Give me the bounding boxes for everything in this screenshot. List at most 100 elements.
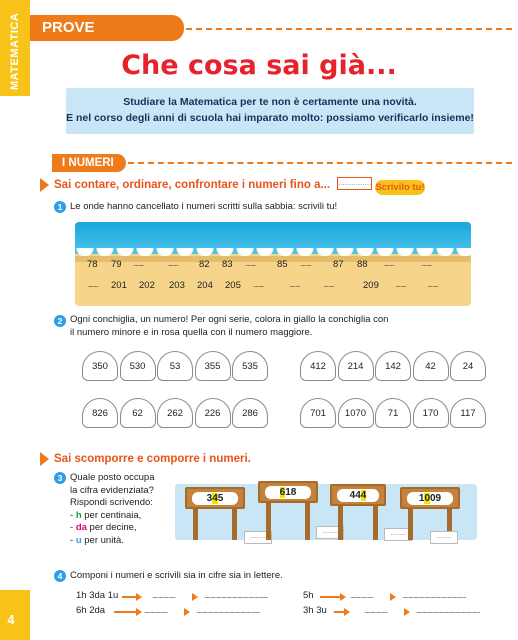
number-blank[interactable]: ......... — [427, 280, 439, 289]
number-blank[interactable]: ......... — [323, 280, 335, 289]
q3-line-1: Quale posto occupa — [70, 472, 155, 483]
q3-line-3: Rispondi scrivendo: — [70, 497, 153, 508]
sequence-number: 209 — [363, 280, 379, 291]
header-dashed-line — [186, 28, 512, 30]
sequence-number: 204 — [197, 280, 213, 291]
digit-highlighted: 0 — [424, 493, 430, 504]
number-blank[interactable]: ......... — [253, 280, 265, 289]
digits-blank[interactable]: ................... — [350, 591, 374, 600]
number-sign: 444 — [330, 484, 386, 506]
number-blank[interactable]: ......... — [289, 280, 301, 289]
shell[interactable]: 214 — [337, 351, 374, 381]
shell[interactable]: 350 — [82, 351, 118, 381]
legend-tens: - da per decine, — [70, 522, 137, 533]
legend-hundreds: - h per centinaia, — [70, 509, 142, 521]
counting-heading: Sai contare, ordinare, confrontare i num… — [54, 179, 331, 191]
shell[interactable]: 262 — [157, 398, 193, 428]
arrow-right-icon — [136, 608, 142, 616]
legend-text-da: per decine, — [86, 522, 137, 533]
compose-expression: 5h — [303, 590, 314, 601]
digit-plain: 09 — [430, 493, 442, 504]
digits-blank[interactable]: ................... — [364, 606, 388, 615]
sequence-number: 201 — [111, 280, 127, 291]
number-blank[interactable]: ......... — [87, 280, 99, 289]
arrow-line — [320, 596, 340, 598]
question-number-1: 1 — [54, 201, 66, 213]
sign-post — [373, 504, 378, 540]
number-blank[interactable]: ......... — [395, 280, 407, 289]
number-sign: 1009 — [400, 487, 460, 509]
shell[interactable]: 53 — [157, 351, 193, 381]
number-blank[interactable]: ......... — [167, 259, 179, 268]
sequence-number: 78 — [87, 259, 98, 270]
digits-blank[interactable]: ................... — [152, 591, 176, 600]
legend-letter-da: da — [75, 522, 87, 533]
shell[interactable]: 701 — [300, 398, 336, 428]
words-blank[interactable]: ........................................… — [196, 606, 261, 615]
place-answer-box[interactable]: ........ — [316, 526, 344, 539]
numbers-tab-label: I NUMERI — [62, 157, 114, 169]
shell[interactable]: 71 — [375, 398, 411, 428]
write-it-badge: Scrivilo tu! — [375, 180, 425, 195]
arrow-right-icon — [192, 593, 198, 601]
words-blank[interactable]: ........................................… — [416, 606, 481, 615]
number-blank[interactable]: ......... — [383, 259, 395, 268]
shell[interactable]: 117 — [450, 398, 486, 428]
sign-number: 1009 — [407, 492, 453, 505]
side-band-top — [0, 0, 30, 96]
place-answer-box[interactable]: ........ — [244, 531, 272, 544]
place-answer-box[interactable]: ........ — [384, 528, 412, 541]
sign-post — [266, 501, 271, 540]
shell[interactable]: 142 — [375, 351, 411, 381]
shell[interactable]: 226 — [194, 398, 231, 428]
numbers-tab: I NUMERI — [52, 154, 126, 172]
number-blank[interactable]: ......... — [133, 259, 145, 268]
arrow-right-icon — [390, 593, 396, 601]
digits-blank[interactable]: ................... — [144, 606, 168, 615]
arrow-line — [334, 611, 344, 613]
number-blank[interactable]: ......... — [300, 259, 312, 268]
digit-highlighted: 6 — [279, 487, 286, 498]
sign-post — [193, 507, 198, 540]
sequence-number: 205 — [225, 280, 241, 291]
sequence-number: 202 — [139, 280, 155, 291]
chevron-right-icon — [40, 178, 49, 192]
digit-plain: 5 — [217, 493, 224, 504]
shell[interactable]: 42 — [412, 351, 449, 381]
page-title: Che cosa sai già... — [121, 50, 397, 81]
question-number-2: 2 — [54, 315, 66, 327]
compose-expression: 3h 3u — [303, 605, 327, 616]
sequence-number: 83 — [222, 259, 233, 270]
sign-post — [408, 507, 413, 540]
sign-number: 444 — [337, 489, 379, 502]
arrow-right-icon — [340, 593, 346, 601]
words-blank[interactable]: ........................................… — [204, 591, 269, 600]
words-blank[interactable]: ........................................… — [402, 591, 467, 600]
arrow-right-icon — [136, 593, 142, 601]
shell[interactable]: 24 — [450, 351, 486, 381]
shell[interactable]: 62 — [119, 398, 156, 428]
limit-answer-box[interactable]: ............... — [337, 177, 372, 190]
shell[interactable]: 170 — [412, 398, 449, 428]
page-number: 4 — [7, 612, 15, 627]
number-sign: 345 — [185, 487, 245, 509]
place-answer-box[interactable]: ........ — [430, 531, 458, 544]
intro-line-1: Studiare la Matematica per te non è cert… — [123, 96, 417, 108]
shell[interactable]: 826 — [82, 398, 118, 428]
shell[interactable]: 535 — [232, 351, 268, 381]
shell[interactable]: 412 — [300, 351, 336, 381]
number-blank[interactable]: ......... — [421, 259, 433, 268]
digit-plain: 1 — [418, 493, 425, 504]
sequence-number: 85 — [277, 259, 288, 270]
q4-instruction: Componi i numeri e scrivili sia in cifre… — [70, 570, 283, 581]
sign-number: 618 — [265, 486, 311, 499]
wave-foam — [75, 248, 471, 258]
number-blank[interactable]: ......... — [245, 259, 257, 268]
wet-sand — [75, 256, 471, 262]
shell[interactable]: 1070 — [337, 398, 374, 428]
shell[interactable]: 355 — [194, 351, 231, 381]
shell[interactable]: 530 — [119, 351, 156, 381]
beach-illustration: 78 79.................. 82 83......... 85...… — [75, 222, 471, 306]
sequence-number: 203 — [169, 280, 185, 291]
shell[interactable]: 286 — [232, 398, 268, 428]
